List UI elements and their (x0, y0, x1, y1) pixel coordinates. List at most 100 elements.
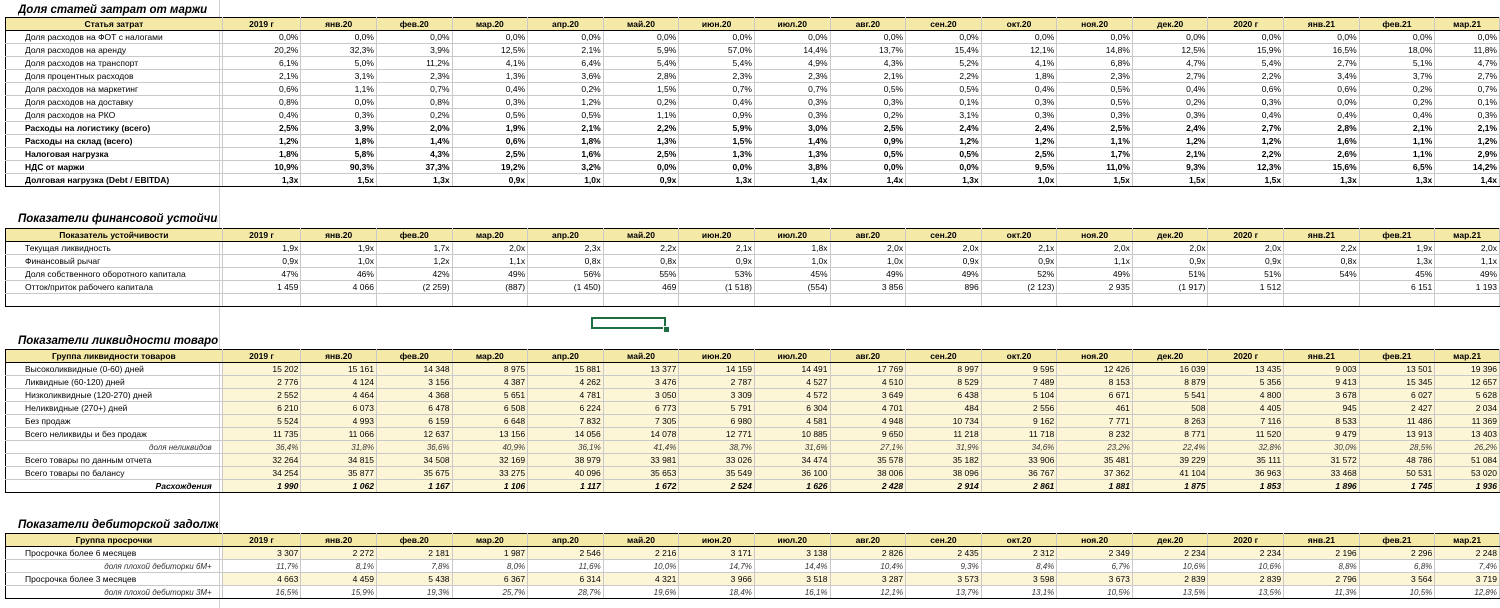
value-cell[interactable]: 9,3% (1131, 160, 1209, 174)
value-cell[interactable]: 2,0x (1056, 241, 1133, 255)
value-cell[interactable]: 36,4% (221, 440, 302, 454)
row-label-cell[interactable]: Доля расходов на маркетинг (5, 82, 223, 96)
value-cell[interactable]: 0,3% (1131, 108, 1209, 122)
month-header-cell[interactable]: мар.20 (451, 228, 529, 242)
month-header-cell[interactable]: июн.20 (678, 17, 755, 31)
row-label-cell[interactable]: Низколиквидные (120-270) дней (5, 388, 223, 402)
value-cell[interactable]: 2,1% (527, 43, 604, 57)
value-cell[interactable]: 1,0x (980, 173, 1058, 187)
value-cell[interactable]: 4,3% (375, 147, 453, 161)
value-cell[interactable]: 11 218 (905, 427, 982, 441)
value-cell[interactable]: 0,8% (375, 95, 453, 109)
month-header-cell[interactable]: фев.20 (375, 228, 453, 242)
value-cell[interactable]: 12,5% (451, 43, 529, 57)
value-cell[interactable]: 31,9% (905, 440, 982, 454)
value-cell[interactable]: 1,1% (1358, 147, 1436, 161)
value-cell[interactable]: 0,0% (300, 30, 377, 44)
value-cell[interactable]: 8 997 (905, 362, 982, 376)
value-cell[interactable]: 1,3% (753, 147, 831, 161)
value-cell[interactable]: 0,9x (678, 254, 755, 268)
value-cell[interactable]: 35 653 (602, 466, 680, 480)
month-header-cell[interactable]: июн.20 (678, 228, 755, 242)
value-cell[interactable]: 1,8% (221, 147, 302, 161)
value-cell[interactable]: 51% (1207, 267, 1285, 281)
value-cell[interactable]: 6,7% (1056, 559, 1133, 573)
value-cell[interactable]: 4 701 (829, 401, 907, 415)
month-header-cell[interactable]: мар.21 (1434, 228, 1500, 242)
value-cell[interactable]: 4 510 (829, 375, 907, 389)
value-cell[interactable]: 4,9% (753, 56, 831, 70)
value-cell[interactable]: 0,3% (753, 108, 831, 122)
value-cell[interactable]: 51 084 (1434, 453, 1500, 467)
empty-cell[interactable] (375, 293, 453, 307)
value-cell[interactable]: 2,0x (451, 241, 529, 255)
value-cell[interactable]: (2 259) (375, 280, 453, 294)
row-label-cell[interactable]: Доля расходов на транспорт (5, 56, 223, 70)
month-header-cell[interactable]: ноя.20 (1056, 533, 1133, 547)
value-cell[interactable]: 50 531 (1358, 466, 1436, 480)
value-cell[interactable]: 2,2% (1207, 69, 1285, 83)
value-cell[interactable]: 16,1% (753, 585, 831, 599)
value-cell[interactable]: 1,9x (221, 241, 302, 255)
value-cell[interactable]: 1,0x (300, 254, 377, 268)
value-cell[interactable]: 37 362 (1056, 466, 1133, 480)
value-cell[interactable]: 11 735 (221, 427, 302, 441)
value-cell[interactable]: 2,0% (375, 121, 453, 135)
value-cell[interactable]: 13,7% (829, 43, 907, 57)
month-header-cell[interactable]: май.20 (602, 228, 680, 242)
month-header-cell[interactable]: апр.20 (527, 17, 604, 31)
value-cell[interactable]: 47% (221, 267, 302, 281)
value-cell[interactable]: 2 787 (678, 375, 755, 389)
month-header-cell[interactable]: янв.20 (300, 228, 377, 242)
value-cell[interactable]: 0,2% (602, 95, 680, 109)
value-cell[interactable]: 1,5x (300, 173, 377, 187)
value-cell[interactable]: 36 100 (753, 466, 831, 480)
value-cell[interactable]: 34,6% (980, 440, 1058, 454)
row-label-cell[interactable]: Всего товары по балансу (5, 466, 223, 480)
value-cell[interactable]: 2,4% (905, 121, 982, 135)
value-cell[interactable]: 14 078 (602, 427, 680, 441)
value-cell[interactable]: 2,2% (905, 69, 982, 83)
value-cell[interactable]: 40 096 (527, 466, 604, 480)
value-cell[interactable]: 0,7% (753, 82, 831, 96)
value-cell[interactable]: 2,1x (980, 241, 1058, 255)
value-cell[interactable]: 0,5% (1056, 95, 1133, 109)
value-cell[interactable]: 33 468 (1283, 466, 1360, 480)
value-cell[interactable]: 0,5% (905, 82, 982, 96)
value-cell[interactable]: 1,3% (602, 134, 680, 148)
month-header-cell[interactable]: янв.21 (1283, 349, 1360, 363)
value-cell[interactable]: 5 791 (678, 401, 755, 415)
value-cell[interactable]: 2,5% (451, 147, 529, 161)
value-cell[interactable]: 8 529 (905, 375, 982, 389)
value-cell[interactable]: 40,9% (451, 440, 529, 454)
value-cell[interactable]: 0,6% (1283, 82, 1360, 96)
value-cell[interactable]: 2,3% (375, 69, 453, 83)
value-cell[interactable]: 36,1% (527, 440, 604, 454)
value-cell[interactable]: 0,4% (451, 82, 529, 96)
value-cell[interactable]: 2 914 (905, 479, 982, 493)
value-cell[interactable]: 1 062 (300, 479, 377, 493)
value-cell[interactable]: 3,0% (753, 121, 831, 135)
value-cell[interactable]: 53 020 (1434, 466, 1500, 480)
value-cell[interactable]: 4 321 (602, 572, 680, 586)
value-cell[interactable]: 35 675 (375, 466, 453, 480)
value-cell[interactable]: 0,8x (1283, 254, 1360, 268)
value-cell[interactable]: 0,5% (451, 108, 529, 122)
value-cell[interactable]: 31 572 (1283, 453, 1360, 467)
value-cell[interactable]: 3 598 (980, 572, 1058, 586)
value-cell[interactable]: 52% (980, 267, 1058, 281)
value-cell[interactable]: 4 387 (451, 375, 529, 389)
value-cell[interactable]: 6,8% (1056, 56, 1133, 70)
value-cell[interactable]: 1,3x (221, 173, 302, 187)
value-cell[interactable]: 8 975 (451, 362, 529, 376)
empty-cell[interactable] (1283, 293, 1360, 307)
value-cell[interactable]: 0,4% (678, 95, 755, 109)
value-cell[interactable]: 2,0x (1434, 241, 1500, 255)
value-cell[interactable]: 9 479 (1283, 427, 1360, 441)
value-cell[interactable]: 34 815 (300, 453, 377, 467)
empty-cell[interactable] (678, 293, 755, 307)
value-cell[interactable]: 4 663 (221, 572, 302, 586)
value-cell[interactable]: 1,1x (1056, 254, 1133, 268)
value-cell[interactable]: 0,5% (905, 147, 982, 161)
value-cell[interactable]: 36 963 (1207, 466, 1285, 480)
